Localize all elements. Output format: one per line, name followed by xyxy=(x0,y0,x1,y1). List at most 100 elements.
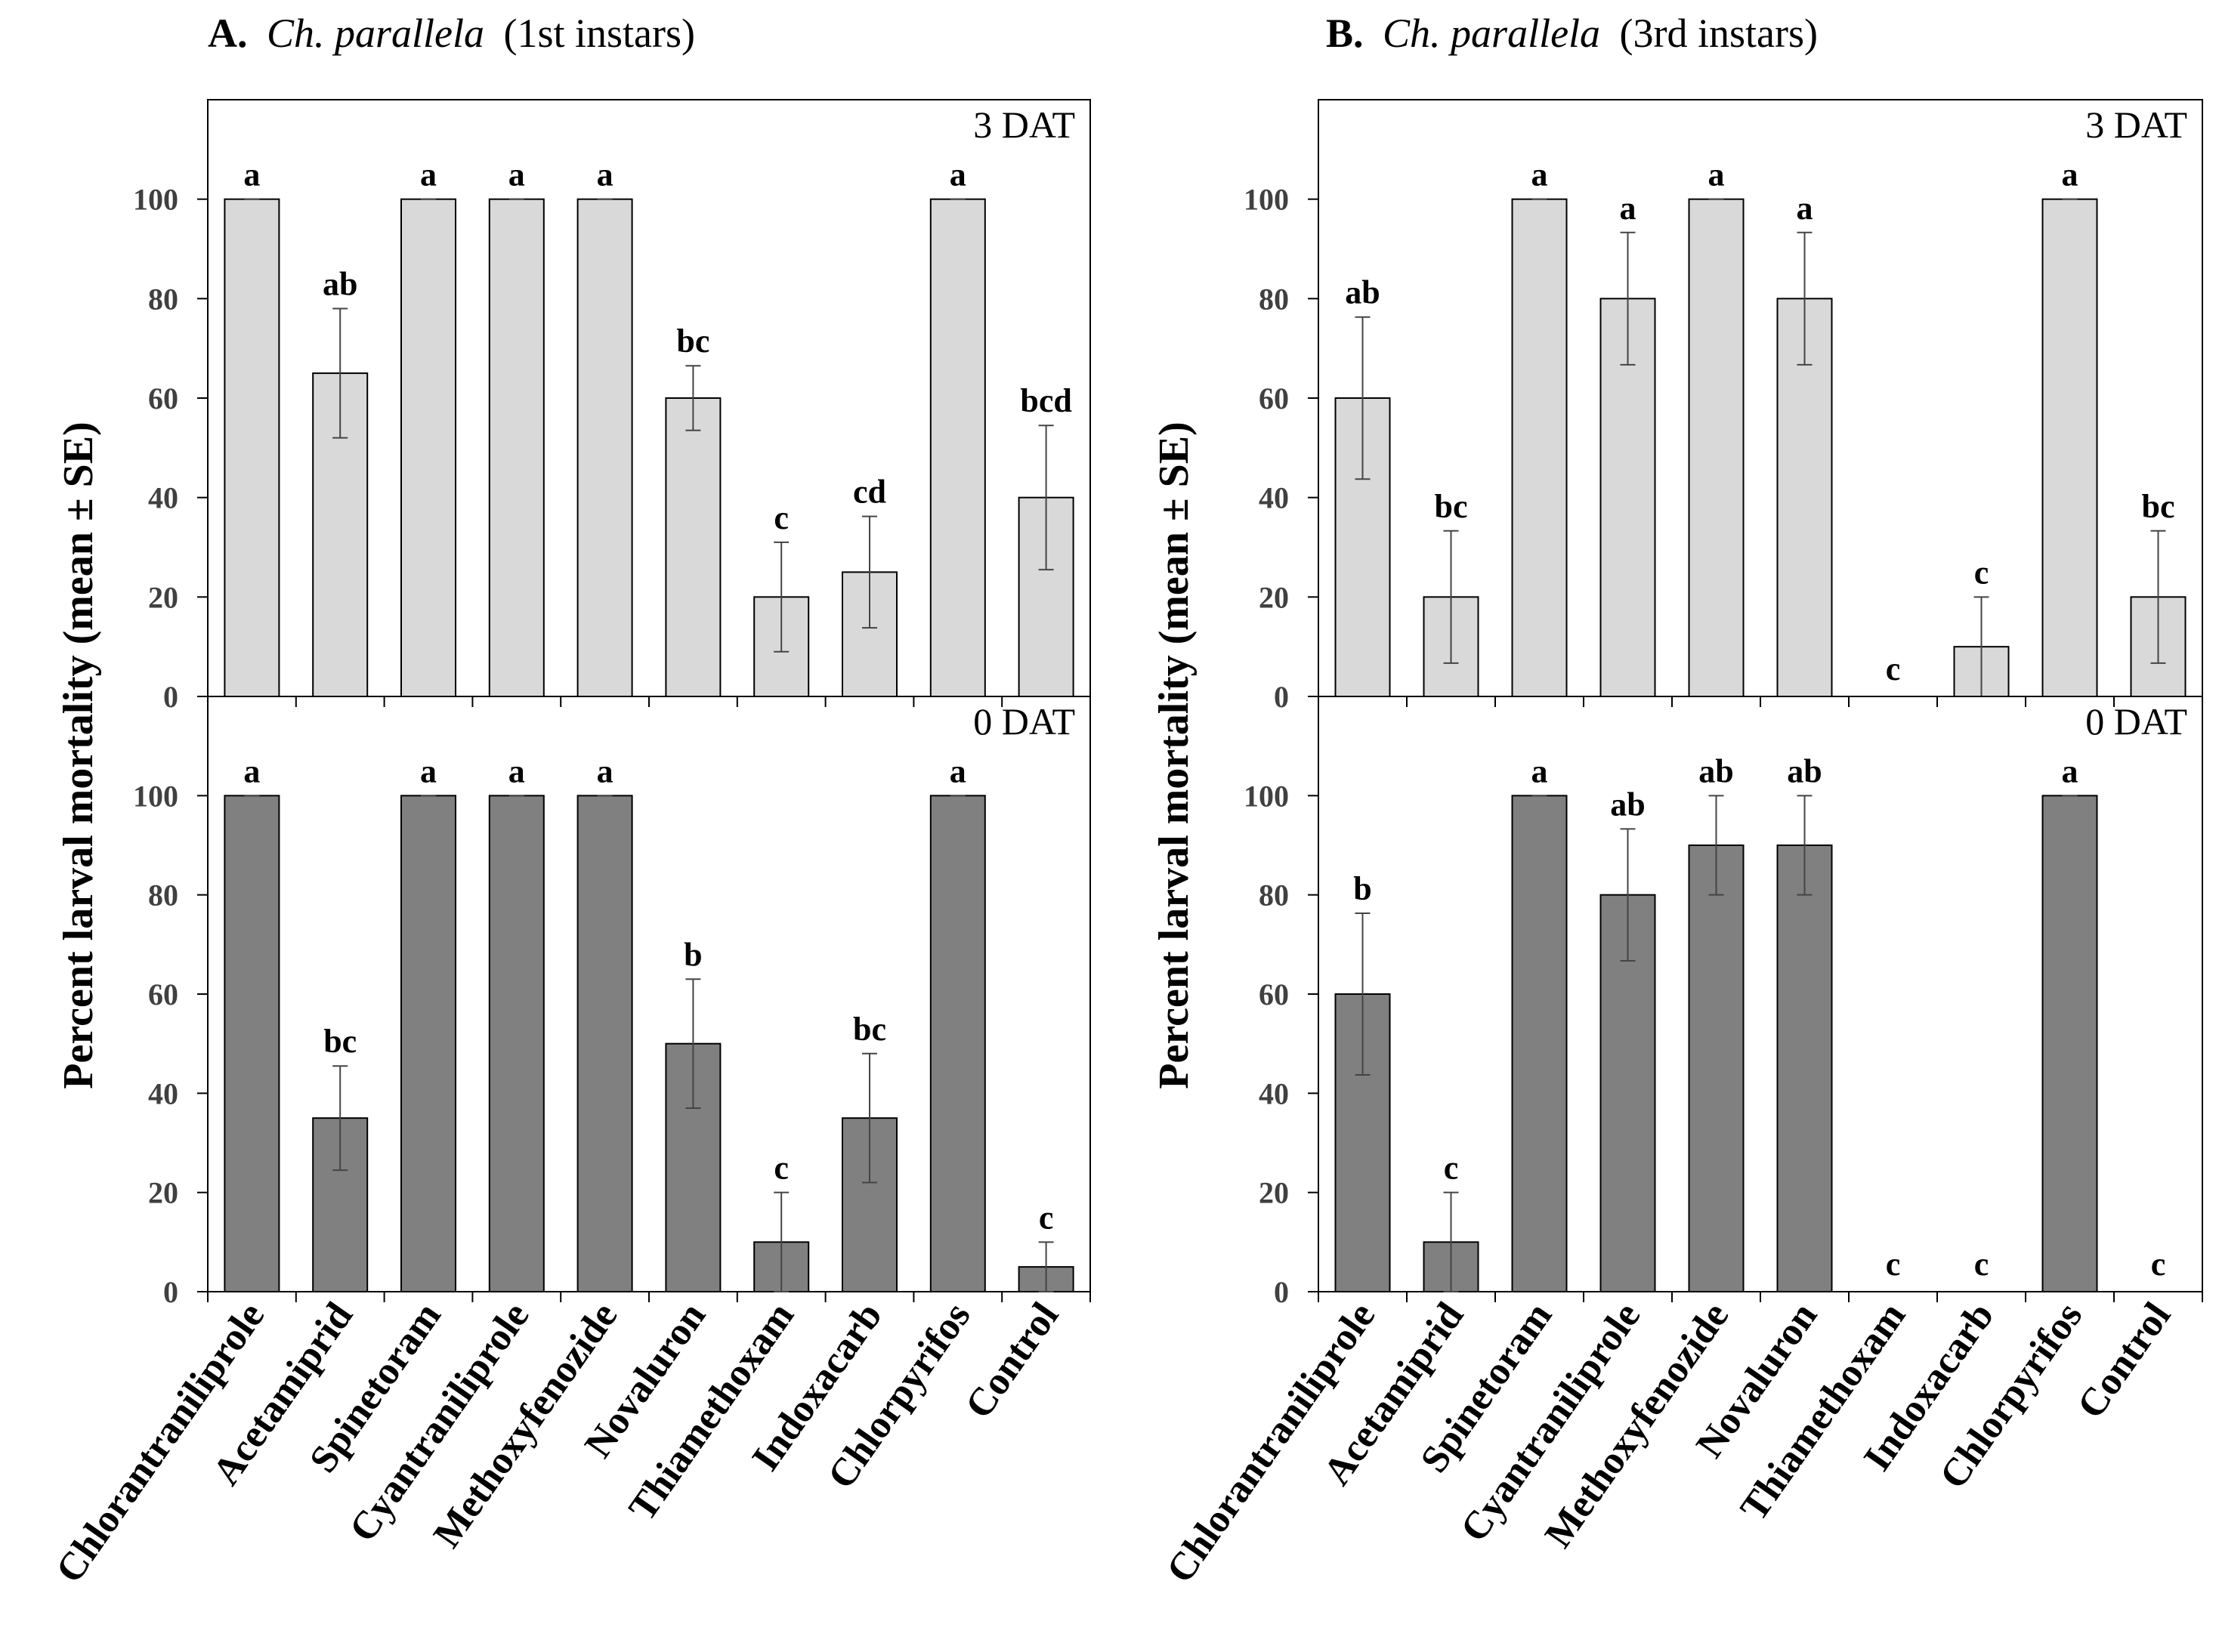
significance-letter: c xyxy=(1974,1246,1989,1283)
significance-letter: a xyxy=(2062,752,2078,789)
significance-letter: a xyxy=(1620,190,1636,227)
y-tick-label: 100 xyxy=(1244,779,1289,813)
y-tick-label: 40 xyxy=(1259,1076,1289,1110)
significance-letter: ab xyxy=(1698,752,1733,789)
bar xyxy=(400,795,456,1293)
y-tick-label: 0 xyxy=(1274,680,1289,714)
subpanel-label: 3 DAT xyxy=(973,103,1075,146)
y-tick-label: 100 xyxy=(133,779,178,813)
y-tick-label: 60 xyxy=(1259,381,1289,415)
significance-letter: a xyxy=(1797,190,1813,227)
significance-letter: a xyxy=(508,156,525,193)
y-tick-label: 0 xyxy=(1274,1275,1289,1309)
y-tick-label: 20 xyxy=(148,580,178,614)
significance-letter: a xyxy=(1531,156,1548,193)
y-tick-label: 100 xyxy=(133,183,178,217)
bar xyxy=(400,198,456,697)
y-tick-label: 80 xyxy=(1259,878,1289,912)
significance-letter: a xyxy=(597,156,613,193)
panel-b-title: B. Ch. parallela (3rd instars) xyxy=(1326,11,1818,56)
bar xyxy=(488,198,545,697)
y-tick-label: 40 xyxy=(148,1076,178,1110)
significance-letter: c xyxy=(774,1150,789,1187)
subpanel-bottom: 0 20 40 60 80 100 0 DAT b c a ab ab ab c c a c xyxy=(1244,696,2203,1309)
significance-letter: c xyxy=(1974,554,1989,591)
significance-letter: bc xyxy=(2142,488,2175,525)
significance-letter: bc xyxy=(676,323,709,360)
significance-letter: a xyxy=(508,752,525,789)
panel-b-letter: B. xyxy=(1326,11,1364,56)
bar xyxy=(1511,795,1568,1293)
significance-letter: a xyxy=(1708,156,1725,193)
y-axis-label-a: Percent larval mortality (mean ± SE) xyxy=(55,421,102,1088)
x-tick-label: Control xyxy=(2069,1295,2180,1426)
significance-letter: a xyxy=(420,156,437,193)
y-tick-label: 20 xyxy=(1259,1176,1289,1210)
significance-letter: a xyxy=(950,752,966,789)
significance-letter: ab xyxy=(1345,274,1380,311)
bar xyxy=(576,198,633,697)
significance-letter: bcd xyxy=(1020,382,1071,419)
y-tick-label: 100 xyxy=(1244,183,1289,217)
panel-b-stage: (3rd instars) xyxy=(1620,11,1818,56)
y-tick-label: 80 xyxy=(148,878,178,912)
panel-a-species: Ch. parallela xyxy=(267,11,484,56)
significance-letter: ab xyxy=(1787,752,1822,789)
bar xyxy=(1688,845,1745,1292)
bar xyxy=(2041,198,2098,697)
bar xyxy=(576,795,633,1293)
significance-letter: c xyxy=(2151,1246,2166,1283)
y-axis-label-b: Percent larval mortality (mean ± SE) xyxy=(1151,421,1198,1088)
significance-letter: c xyxy=(1444,1150,1459,1187)
significance-letter: cd xyxy=(853,474,886,511)
bar xyxy=(224,795,280,1293)
bar xyxy=(1688,198,1745,697)
significance-letter: b xyxy=(684,936,702,973)
significance-letter: b xyxy=(1353,870,1371,907)
y-tick-label: 0 xyxy=(163,680,178,714)
significance-letter: a xyxy=(1531,752,1548,789)
significance-letter: a xyxy=(950,156,966,193)
bar xyxy=(929,795,986,1293)
y-tick-label: 40 xyxy=(1259,481,1289,515)
bar xyxy=(1511,198,1568,697)
subpanel-label: 0 DAT xyxy=(973,700,1075,743)
significance-letter: bc xyxy=(323,1023,357,1060)
panel-a-stage: (1st instars) xyxy=(504,11,695,56)
significance-letter: ab xyxy=(1610,786,1645,823)
significance-letter: bc xyxy=(853,1011,886,1048)
bar xyxy=(1776,845,1833,1292)
bar xyxy=(224,198,280,697)
significance-letter: ab xyxy=(323,266,357,303)
significance-letter: a xyxy=(420,752,437,789)
bar xyxy=(665,397,722,697)
significance-letter: a xyxy=(243,752,260,789)
significance-letter: c xyxy=(774,499,789,536)
y-tick-label: 20 xyxy=(1259,580,1289,614)
significance-letter: c xyxy=(1886,1246,1901,1283)
bar xyxy=(488,795,545,1293)
significance-letter: a xyxy=(243,156,260,193)
subpanel-label: 3 DAT xyxy=(2085,103,2187,146)
panel-a-title: A. Ch. parallela (1st instars) xyxy=(208,11,695,56)
bar xyxy=(2041,795,2098,1293)
subpanel-top: 0 20 40 60 80 100 3 DAT ab bc a a a a c c a bc xyxy=(1244,99,2203,714)
x-tick-label: Control xyxy=(957,1295,1068,1426)
y-tick-label: 60 xyxy=(148,977,178,1011)
y-tick-label: 20 xyxy=(148,1176,178,1210)
y-tick-label: 80 xyxy=(148,282,178,316)
significance-letter: a xyxy=(597,752,613,789)
y-tick-label: 60 xyxy=(1259,977,1289,1011)
bar xyxy=(929,198,986,697)
y-tick-label: 40 xyxy=(148,481,178,515)
significance-letter: a xyxy=(2062,156,2078,193)
subpanel-label: 0 DAT xyxy=(2085,700,2187,743)
y-tick-label: 0 xyxy=(163,1275,178,1309)
significance-letter: c xyxy=(1886,650,1901,687)
